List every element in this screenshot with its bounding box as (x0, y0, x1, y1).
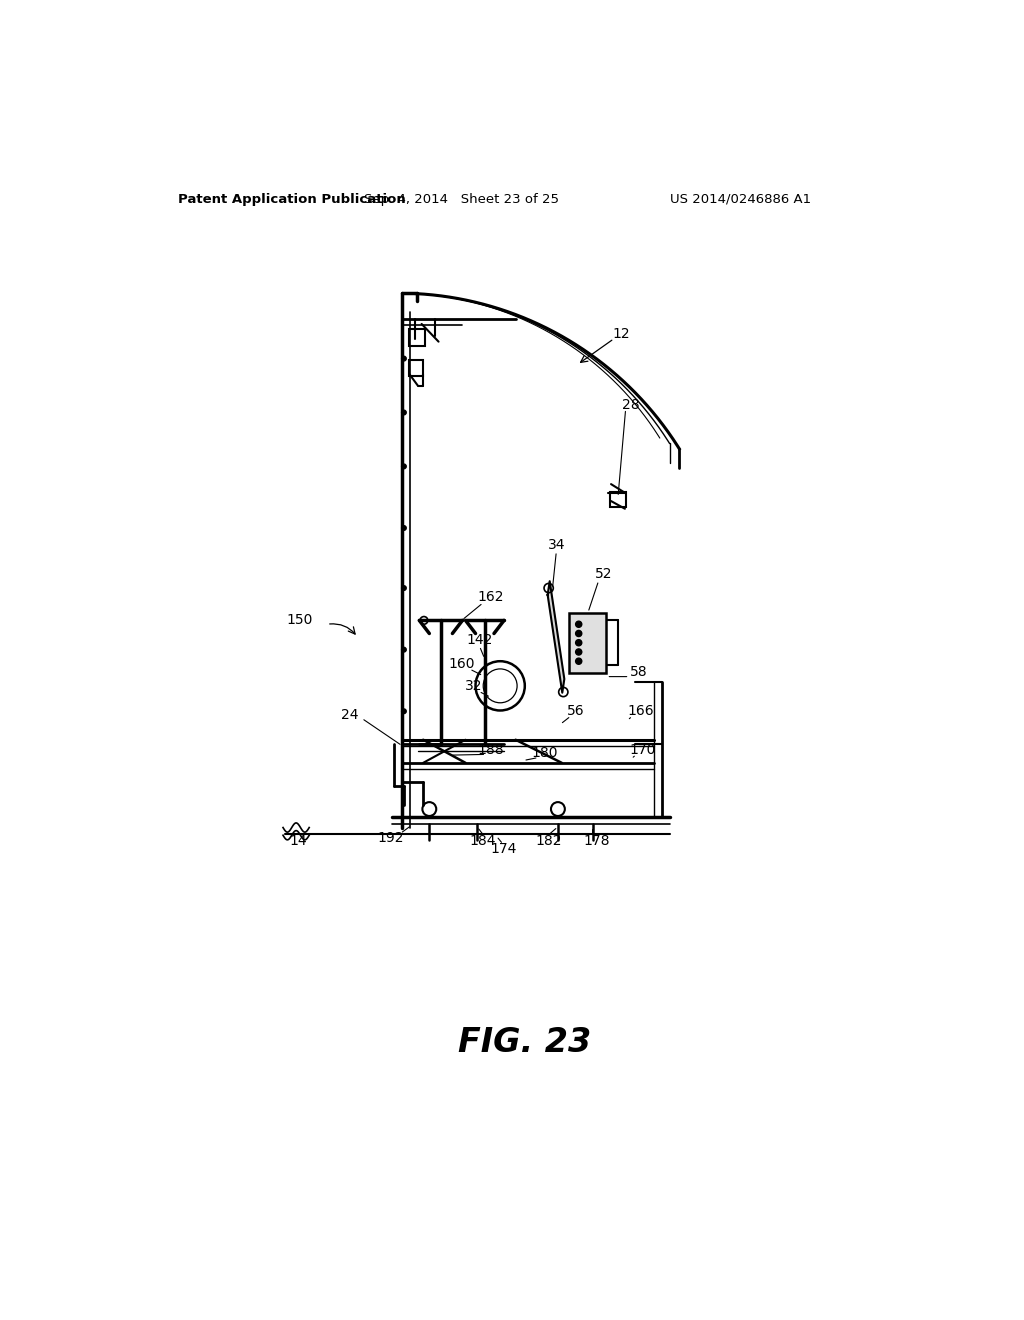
Bar (609, 492, 627, 507)
Text: FIG. 23: FIG. 23 (458, 1026, 592, 1059)
Circle shape (401, 647, 407, 652)
Text: 14: 14 (290, 834, 307, 847)
Text: 56: 56 (567, 705, 585, 718)
Text: 184: 184 (469, 834, 496, 847)
Text: Patent Application Publication: Patent Application Publication (178, 193, 407, 206)
Circle shape (575, 622, 582, 627)
Text: 150: 150 (287, 614, 313, 627)
Circle shape (575, 659, 582, 664)
Text: Sep. 4, 2014   Sheet 23 of 25: Sep. 4, 2014 Sheet 23 of 25 (365, 193, 559, 206)
Text: 192: 192 (378, 830, 404, 845)
Text: 178: 178 (583, 834, 609, 847)
Circle shape (575, 631, 582, 636)
Circle shape (401, 356, 407, 360)
Bar (410, 360, 423, 376)
Text: 142: 142 (466, 632, 493, 647)
Circle shape (401, 525, 407, 531)
Text: 182: 182 (536, 834, 562, 847)
Text: 58: 58 (630, 665, 647, 678)
Text: 32: 32 (465, 678, 482, 693)
Text: 180: 180 (531, 746, 558, 760)
Text: 28: 28 (623, 397, 640, 412)
Circle shape (401, 411, 407, 414)
Text: 166: 166 (628, 705, 654, 718)
Bar (409, 330, 425, 346)
Circle shape (575, 640, 582, 645)
Text: 188: 188 (477, 743, 504, 756)
Text: US 2014/0246886 A1: US 2014/0246886 A1 (670, 193, 811, 206)
Circle shape (401, 465, 407, 469)
Text: 52: 52 (595, 568, 612, 581)
Text: 170: 170 (630, 743, 655, 756)
Polygon shape (548, 581, 564, 693)
Text: 174: 174 (490, 842, 516, 857)
Text: 12: 12 (612, 327, 630, 341)
Circle shape (401, 709, 407, 714)
Text: 160: 160 (449, 657, 475, 672)
Circle shape (401, 586, 407, 590)
Circle shape (575, 649, 582, 655)
Text: 34: 34 (548, 539, 565, 552)
Text: 24: 24 (341, 708, 358, 722)
Bar (569, 612, 606, 673)
Text: 162: 162 (477, 590, 504, 605)
